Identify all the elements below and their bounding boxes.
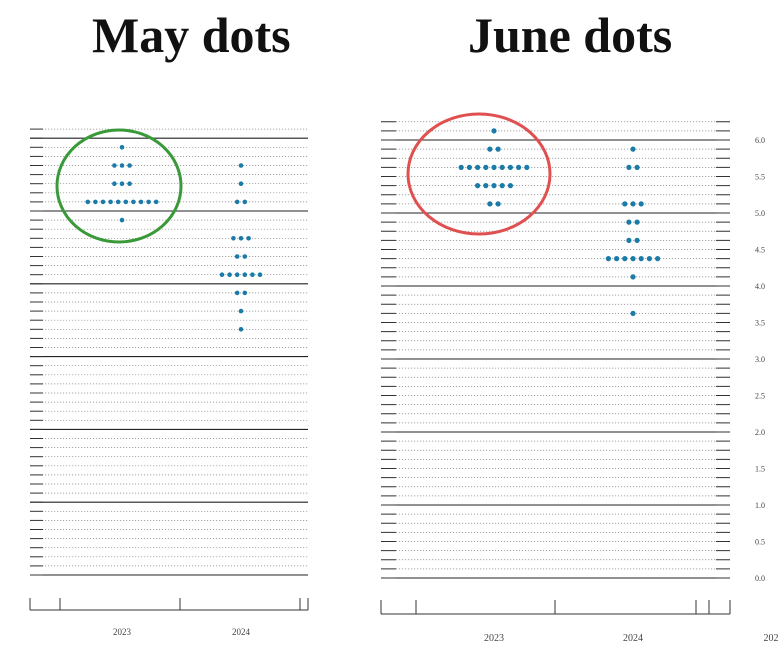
june-y-tick-label: 1.5 [755,465,765,474]
may-dot-2023 [119,181,125,186]
june-x-tick-label: 2024 [623,633,643,644]
may-dot-2024 [242,290,248,296]
may-dots-title: May dots [92,7,291,63]
may-dot-2023 [119,217,125,223]
may-dot-2023 [146,199,151,205]
june-dot-2023 [516,164,522,170]
june-dot-2023 [491,164,497,170]
june-dot-2023 [499,183,505,189]
june-dot-2024 [626,164,632,170]
june-y-tick-label: 6.0 [755,136,765,145]
june-dot-2023 [487,201,493,207]
may-dot-2024 [246,236,251,241]
may-dot-2023 [93,199,98,205]
june-dot-2024 [630,274,636,280]
june-dot-2024 [634,164,640,170]
may-dot-2024 [238,327,244,332]
may-dot-2024 [238,181,244,186]
may-dot-2024 [234,254,240,259]
may-dot-2023 [138,199,144,205]
june-dot-2023 [491,128,497,134]
may-dot-2023 [119,163,125,168]
june-dot-2024 [605,256,612,262]
june-dot-2023 [524,164,530,170]
june-y-tick-label: 0.0 [755,574,765,583]
june-dot-2024 [634,237,640,243]
may-dot-2024 [234,272,240,278]
june-y-tick-label: 1.0 [755,501,765,510]
may-dot-2024 [257,272,263,278]
june-dot-2023 [475,183,481,189]
june-dot-2023 [487,146,493,152]
june-dot-2023 [466,164,472,170]
may-dot-2024 [219,272,225,278]
june-dot-2024 [630,146,636,152]
june-y-tick-label: 0.5 [755,538,765,547]
june-dot-2024 [614,256,620,262]
may-dot-2023 [119,145,125,150]
may-dot-2024 [242,254,248,259]
june-dot-2024 [630,201,636,207]
may-dot-2023 [127,163,132,168]
june-y-tick-label: 4.5 [755,246,765,255]
may-dot-2024 [238,308,244,314]
june-dot-2023 [495,201,501,207]
june-dot-2023 [507,164,513,170]
june-y-tick-label: 2.5 [755,392,765,401]
june-dot-2024 [655,256,661,262]
may-dot-2024 [234,199,240,205]
june-dot-2024 [630,310,636,316]
may-dot-2023 [153,199,159,205]
june-dot-2024 [634,219,640,225]
may-dot-2024 [242,272,248,278]
may-dot-2024 [242,199,248,205]
june-dot-2023 [483,164,489,170]
june-dot-2024 [630,256,636,262]
june-dot-2023 [499,164,505,170]
may-dot-2023 [123,199,129,205]
june-x-tick-label: 2023 [484,633,504,644]
june-dot-2024 [626,237,632,243]
june-dot-2024 [638,256,644,262]
june-dots-title: June dots [468,7,673,63]
june-dot-2024 [626,219,632,225]
june-y-tick-label: 3.0 [755,355,765,364]
june-dot-2023 [491,183,497,189]
june-dot-2024 [622,256,628,262]
june-y-tick-label: 5.0 [755,209,765,218]
may-dot-2023 [115,199,121,205]
may-dot-2024 [238,236,244,241]
may-dot-2024 [238,163,244,168]
may-dot-2023 [131,199,136,205]
may-dot-2023 [108,199,113,205]
may-dot-2023 [112,181,117,186]
may-dot-2024 [234,290,240,296]
june-y-tick-label: 3.5 [755,319,765,328]
may-dot-2024 [250,272,255,278]
may-dot-2024 [227,272,232,278]
may-dot-2023 [100,199,106,205]
june-y-tick-label: 4.0 [755,282,765,291]
june-y-tick-label: 5.5 [755,173,765,182]
june-highlight-ellipse [406,112,552,236]
june-y-tick-label: 2.0 [755,428,765,437]
june-x-tick-label: 202 [764,633,779,644]
june-dot-2023 [475,164,481,170]
may-dot-2023 [112,163,117,168]
may-dot-2024 [231,236,236,241]
june-dot-2024 [646,256,653,262]
june-dot-2023 [458,164,464,170]
june-dot-2023 [507,183,513,189]
june-dot-2023 [495,146,501,152]
june-dot-2023 [483,183,489,189]
may-x-tick-label: 2024 [232,627,251,637]
june-dot-2024 [622,201,628,207]
may-dot-2023 [127,181,132,186]
june-dot-2024 [638,201,644,207]
may-x-tick-label: 2023 [113,627,132,637]
may-highlight-ellipse [55,128,183,244]
may-dot-2023 [85,199,91,205]
